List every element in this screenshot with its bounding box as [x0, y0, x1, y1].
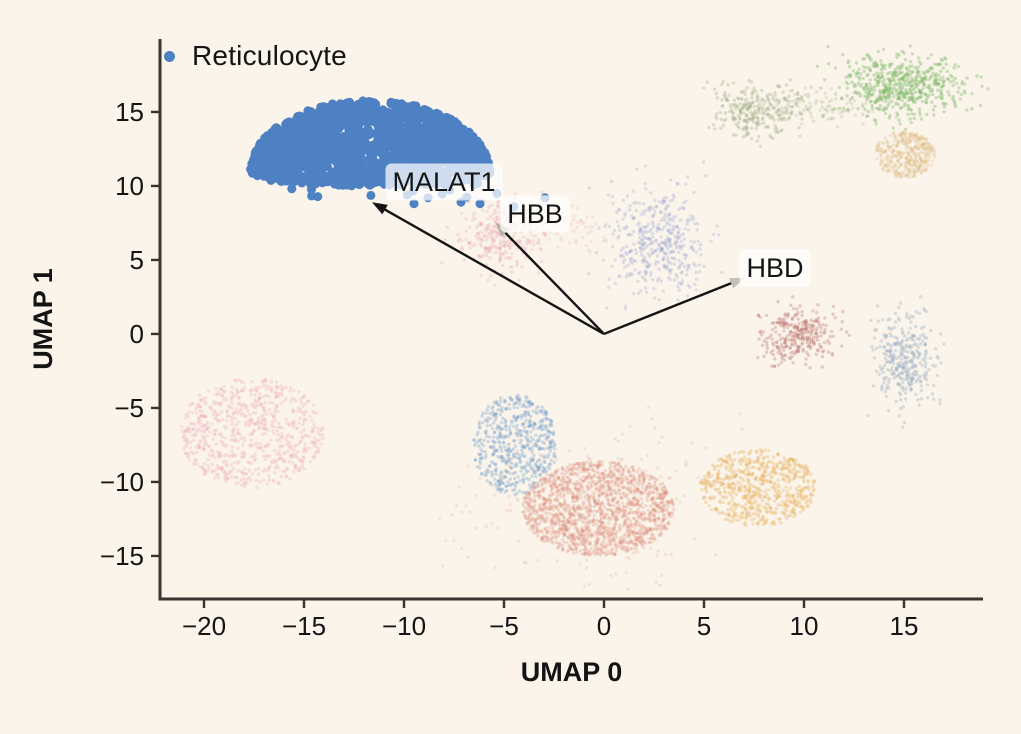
y-tick-label: −15: [100, 541, 144, 571]
y-tick-label: 5: [130, 245, 144, 275]
cluster-salmon-large: [521, 460, 676, 557]
y-tick-label: 15: [115, 97, 144, 127]
axes: [151, 39, 983, 608]
cluster-salmon-halo: [437, 405, 758, 601]
cluster-lavender-mid: [586, 160, 724, 311]
x-tick-label: 15: [890, 611, 919, 641]
cluster-golden-lowerright: [699, 447, 817, 528]
x-axis-label: UMAP 0: [521, 657, 623, 687]
y-axis-label: UMAP 1: [28, 268, 58, 370]
x-tick-label: −20: [182, 611, 226, 641]
arrowhead-malat1: [372, 202, 388, 215]
cluster-bluegrey-right: [866, 295, 946, 429]
arrow-line-hbb: [502, 229, 605, 335]
x-tick-label: −10: [382, 611, 426, 641]
annotation-box-hbb: [500, 195, 570, 233]
y-tick-label: 10: [115, 171, 144, 201]
annotation-label-hbb: HBB: [500, 195, 570, 233]
annotation-text-hbd: HBD: [746, 253, 803, 283]
x-tick-label: 10: [790, 611, 819, 641]
y-tick-label: −5: [114, 393, 144, 423]
cluster-steelblue-mid: [471, 393, 557, 497]
y-tick-label: −10: [100, 467, 144, 497]
x-tick-label: 5: [697, 611, 711, 641]
cluster-olive-band: [714, 82, 908, 129]
legend: Reticulocyte: [164, 40, 347, 72]
cluster-olive-top: [702, 78, 816, 148]
arrow-line-malat1: [381, 207, 605, 335]
annotation-label-malat1: MALAT1: [385, 163, 503, 201]
annotation-arrows: [372, 202, 745, 336]
annotation-label-hbd: HBD: [739, 249, 811, 287]
annotation-text-hbb: HBB: [507, 199, 563, 229]
legend-label: Reticulocyte: [192, 40, 347, 71]
x-tick-label: 0: [597, 611, 611, 641]
annotation-box-hbd: [739, 249, 811, 287]
legend-marker-dot: [164, 50, 175, 62]
cluster-maroon-right: [756, 295, 852, 370]
annotation-text-malat1: MALAT1: [392, 167, 495, 197]
y-tick-label: 0: [130, 319, 144, 349]
x-tick-label: −15: [282, 611, 326, 641]
x-tick-label: −5: [489, 611, 519, 641]
annotation-box-malat1: [385, 163, 503, 201]
tick-labels: −20 −15 −10 −5 0 5 10 15 15 10 5 0 −5 −10 −15: [100, 97, 919, 641]
arrow-line-hbd: [603, 281, 735, 336]
cluster-green-topright: [815, 44, 990, 132]
cluster-tan-topright: [874, 130, 937, 179]
cluster-pink-left: [179, 377, 325, 490]
